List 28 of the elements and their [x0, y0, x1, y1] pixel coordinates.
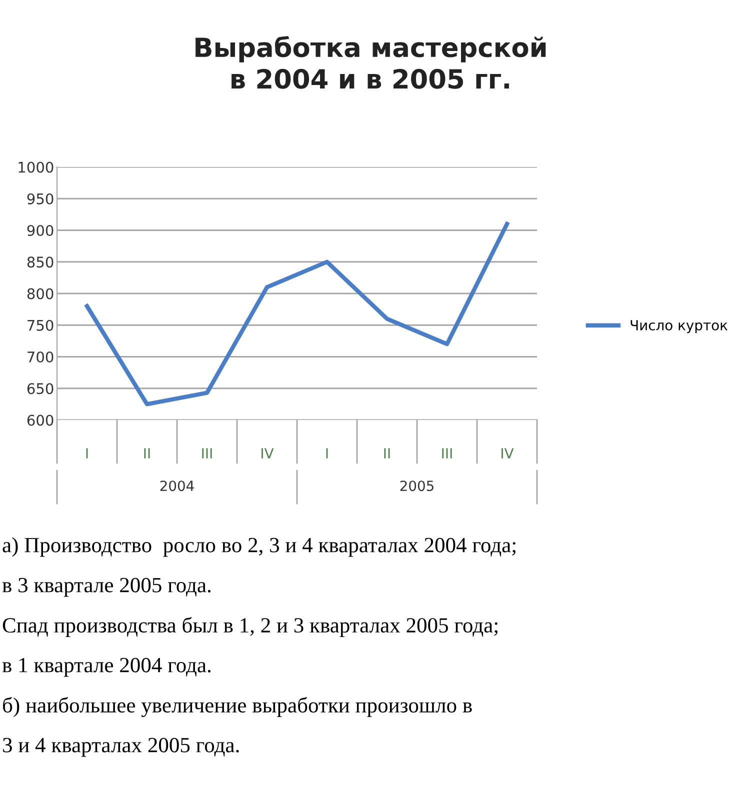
x-tick-label: IV [502, 448, 514, 458]
y-tick-label: 600 [27, 414, 54, 426]
y-tick-label: 900 [27, 224, 54, 236]
x-tick-label: III [202, 448, 212, 458]
y-tick-label: 650 [27, 383, 54, 394]
x-tick-label: I [86, 448, 88, 458]
y-tick-label: 950 [27, 193, 54, 204]
x-tick-label: II [144, 448, 150, 458]
legend-label: Число курток [630, 320, 728, 334]
x-tick-label: IV [262, 448, 274, 458]
text: 2005 [400, 480, 434, 492]
x-tick-label: I [326, 448, 328, 458]
line-series [84, 222, 510, 406]
y-tick-label: 700 [28, 351, 54, 362]
text: в 1 квартале 2004 года. [2, 658, 210, 677]
text: а) Производство росло во 2, 3 и 4 квараталах 2004 года; [2, 537, 516, 557]
text: Спад производства был в 1, 2 и 3 кварталах 2005 года; [2, 617, 498, 637]
chart-title: Выработка мастерской в 2004 и в 2005 гг. [196, 36, 546, 89]
text: б) наибольшее увеличение выработки произошло в [3, 696, 472, 718]
y-tick-label: 850 [27, 256, 54, 268]
y-tick-label: 800 [27, 288, 54, 300]
x-tick-label: III [442, 448, 452, 458]
text: в 3 квартале 2005 года. [2, 578, 210, 597]
x-tick-label: II [384, 448, 390, 458]
y-tick-label: 1000 [18, 162, 54, 173]
text: 2004 [160, 480, 194, 492]
text: 3 и 4 кварталах 2005 года. [3, 738, 239, 757]
y-tick-label: 750 [28, 320, 54, 331]
